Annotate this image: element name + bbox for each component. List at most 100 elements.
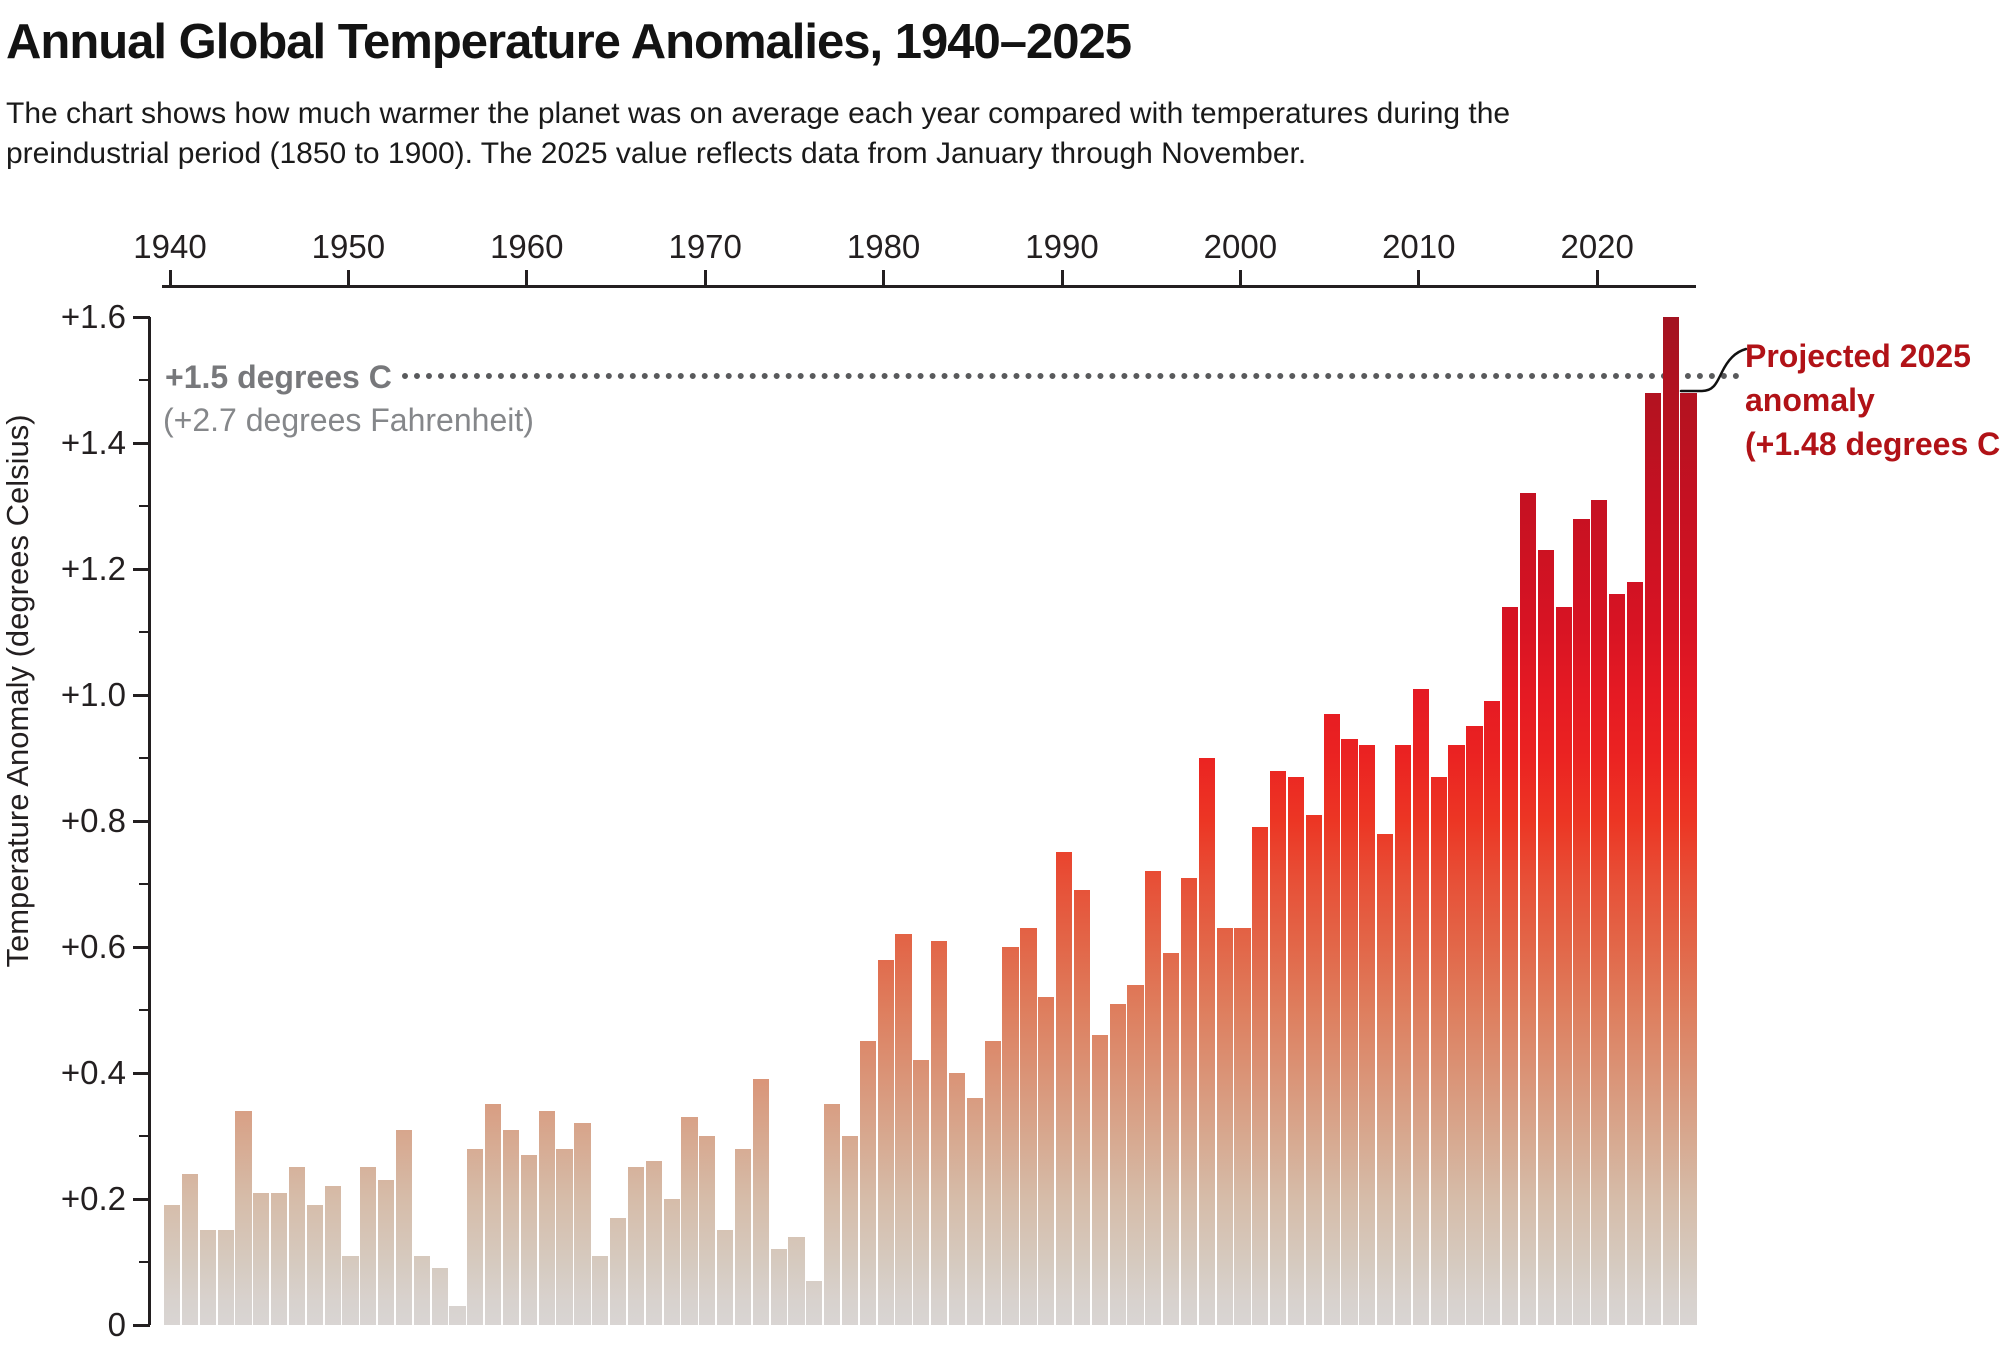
bar-1968 (663, 1199, 680, 1325)
y-minor-tick-0.7 (139, 883, 150, 885)
bar-2002 (1270, 771, 1287, 1325)
x-tick-1980 (882, 270, 886, 287)
bar-1970 (699, 1136, 716, 1325)
y-major-tick-0.2 (133, 1197, 150, 1201)
bar-1952 (378, 1180, 395, 1325)
bar-2007 (1359, 745, 1376, 1325)
bar-2016 (1519, 493, 1537, 1325)
y-minor-tick-0.3 (139, 1135, 150, 1137)
projected-2025-annotation: Projected 2025 anomaly (+1.48 degrees C) (1745, 334, 2000, 466)
bar-1961 (538, 1111, 555, 1325)
bar-1996 (1163, 953, 1180, 1325)
bar-1980 (877, 960, 894, 1325)
y-axis-label-+1.2: +1.2 (60, 550, 126, 587)
y-axis-label-+1.0: +1.0 (60, 676, 126, 713)
bar-1973 (752, 1079, 769, 1325)
bar-1972 (734, 1149, 752, 1325)
annotation-line-1: Projected 2025 (1745, 338, 1971, 374)
y-axis-label-+1.4: +1.4 (60, 424, 126, 461)
y-minor-tick-1.1 (139, 631, 150, 633)
bar-2022 (1626, 582, 1644, 1325)
bar-2006 (1341, 739, 1358, 1325)
bar-1950 (342, 1256, 359, 1325)
bar-1981 (895, 934, 912, 1325)
bar-1988 (1020, 928, 1037, 1325)
bar-2024 (1662, 317, 1679, 1325)
bar-2018 (1555, 607, 1572, 1325)
chart-subtitle: The chart shows how much warmer the plan… (6, 94, 1510, 174)
bar-2000 (1234, 928, 1251, 1325)
y-major-tick-0.6 (133, 945, 150, 949)
bar-1965 (610, 1218, 627, 1325)
y-axis-label-+1.6: +1.6 (60, 298, 126, 335)
threshold-sublabel: (+2.7 degrees Fahrenheit) (163, 402, 534, 438)
bar-2015 (1502, 607, 1519, 1325)
bar-2017 (1537, 550, 1554, 1325)
threshold-label: +1.5 degrees C (165, 359, 392, 395)
bar-1951 (360, 1167, 377, 1325)
y-axis-label-+0.4: +0.4 (60, 1054, 126, 1091)
x-tick-2010 (1417, 270, 1421, 287)
y-minor-tick-0.9 (139, 757, 150, 759)
y-major-tick-1.4 (133, 441, 150, 445)
x-axis-label-2010: 2010 (1382, 228, 1456, 265)
bar-1943 (217, 1230, 234, 1325)
y-axis-label-+0.8: +0.8 (60, 802, 126, 839)
bar-1975 (788, 1237, 805, 1325)
bar-1995 (1145, 871, 1162, 1325)
bar-1957 (467, 1149, 484, 1325)
bar-2003 (1287, 777, 1305, 1325)
bar-1953 (395, 1130, 413, 1325)
x-axis-label-1970: 1970 (668, 228, 742, 265)
y-minor-tick-1.3 (139, 505, 150, 507)
bar-2023 (1644, 393, 1661, 1325)
bar-1944 (235, 1111, 252, 1325)
bar-1966 (627, 1167, 645, 1325)
bar-1998 (1198, 758, 1215, 1325)
y-axis-label-0: 0 (107, 1306, 126, 1343)
bar-1990 (1056, 852, 1073, 1325)
annotation-line-2: anomaly (1745, 382, 1875, 418)
bar-2025 (1680, 393, 1697, 1325)
bar-1940 (164, 1205, 181, 1325)
bar-1984 (948, 1073, 966, 1325)
x-axis-label-1990: 1990 (1025, 228, 1099, 265)
annotation-connector-line (1679, 347, 1748, 393)
x-axis-label-1960: 1960 (490, 228, 564, 265)
x-axis-label-2000: 2000 (1203, 228, 1278, 265)
x-axis-label-1980: 1980 (846, 228, 921, 265)
bar-2014 (1484, 701, 1501, 1325)
bar-2020 (1591, 500, 1608, 1325)
y-major-tick-0.0 (133, 1323, 150, 1327)
bar-1976 (806, 1281, 823, 1325)
y-minor-tick-1.5 (139, 379, 150, 381)
bar-1994 (1127, 985, 1144, 1325)
x-axis-label-1940: 1940 (133, 228, 207, 265)
bar-1956 (449, 1306, 466, 1325)
page-title: Annual Global Temperature Anomalies, 194… (6, 15, 1132, 69)
bar-1963 (574, 1123, 591, 1325)
bar-1991 (1073, 890, 1091, 1325)
annotation-line-3: (+1.48 degrees C) (1745, 426, 2000, 462)
y-major-tick-0.8 (133, 819, 150, 823)
bar-1969 (681, 1117, 698, 1325)
bar-1967 (645, 1161, 662, 1325)
bar-1997 (1180, 878, 1198, 1325)
bar-1979 (859, 1041, 876, 1325)
bar-1954 (413, 1256, 430, 1325)
y-axis-label-+0.6: +0.6 (60, 928, 126, 965)
subtitle-line-2: preindustrial period (1850 to 1900). The… (6, 137, 1307, 170)
y-major-tick-1.2 (133, 567, 150, 571)
y-major-tick-1.0 (133, 693, 150, 697)
bar-1942 (199, 1230, 216, 1325)
bar-2005 (1323, 714, 1340, 1325)
bar-2012 (1448, 745, 1465, 1325)
bar-1985 (966, 1098, 983, 1325)
x-tick-1990 (1060, 270, 1064, 287)
bar-plot-area (164, 317, 1709, 1325)
bar-1955 (431, 1268, 448, 1325)
bar-2010 (1412, 689, 1429, 1325)
bar-1999 (1216, 928, 1233, 1325)
y-major-tick-1.6 (133, 315, 150, 319)
y-major-tick-0.4 (133, 1071, 150, 1075)
